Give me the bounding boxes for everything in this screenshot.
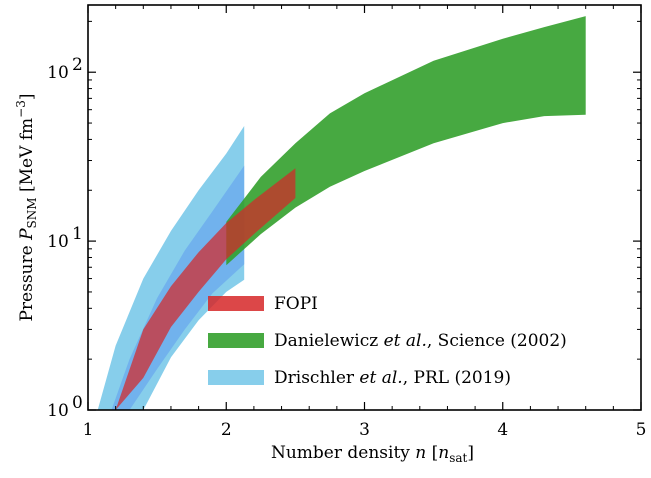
y-axis-label-unit: [MeV fm [17,118,37,198]
y-axis-label-text: Pressure [17,240,37,322]
legend-label-2: Danielewicz et al., Science (2002) [274,331,567,351]
x-tick-label: 3 [359,420,370,440]
legend-swatch-2 [208,333,264,348]
x-axis-label-bracket-open: [ [426,443,438,463]
x-axis-label-unit-sub: sat [449,451,467,465]
x-axis-label-unit: n [438,443,449,463]
y-axis-label: Pressure PSNM [MeV fm−3] [14,93,39,321]
y-tick-exponent: 1 [72,224,83,244]
legend-swatch-3 [208,370,264,385]
band-3 [226,16,586,266]
x-tick-label: 4 [497,420,508,440]
x-axis-label-var: n [415,443,426,463]
legend-swatch-1 [208,296,264,311]
y-tick-label: 10 [47,401,69,421]
y-axis-label-sub: SNM [25,197,39,228]
x-tick-label: 1 [83,420,94,440]
x-tick-label: 2 [221,420,232,440]
y-tick-exponent: 2 [72,55,83,75]
band-1 [97,126,245,410]
legend-label-3: Drischler et al., PRL (2019) [274,368,511,388]
y-axis-label-sup: −3 [14,100,28,118]
y-tick-label: 10 [47,63,69,83]
y-axis-label-close: ] [17,93,37,100]
y-tick-label: 10 [47,232,69,252]
y-tick-exponent: 0 [72,393,83,413]
band-layer [97,16,586,410]
band-4 [115,168,296,410]
x-axis-label-text: Number density [271,443,415,463]
x-axis-label-bracket-close: ] [467,443,474,463]
x-tick-label: 5 [636,420,647,440]
legend: FOPI Danielewicz et al., Science (2002) Dr… [208,294,567,388]
y-axis-label-var: P [17,228,37,241]
x-axis-label: Number density n [nsat] [271,443,474,465]
legend-label-1: FOPI [274,294,318,314]
